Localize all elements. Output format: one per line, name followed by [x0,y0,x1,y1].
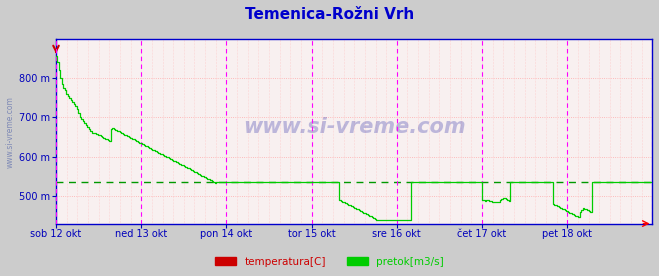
Text: www.si-vreme.com: www.si-vreme.com [5,97,14,168]
Text: Temenica-Rožni Vrh: Temenica-Rožni Vrh [245,7,414,22]
Text: www.si-vreme.com: www.si-vreme.com [243,117,465,137]
Legend: temperatura[C], pretok[m3/s]: temperatura[C], pretok[m3/s] [211,253,448,271]
